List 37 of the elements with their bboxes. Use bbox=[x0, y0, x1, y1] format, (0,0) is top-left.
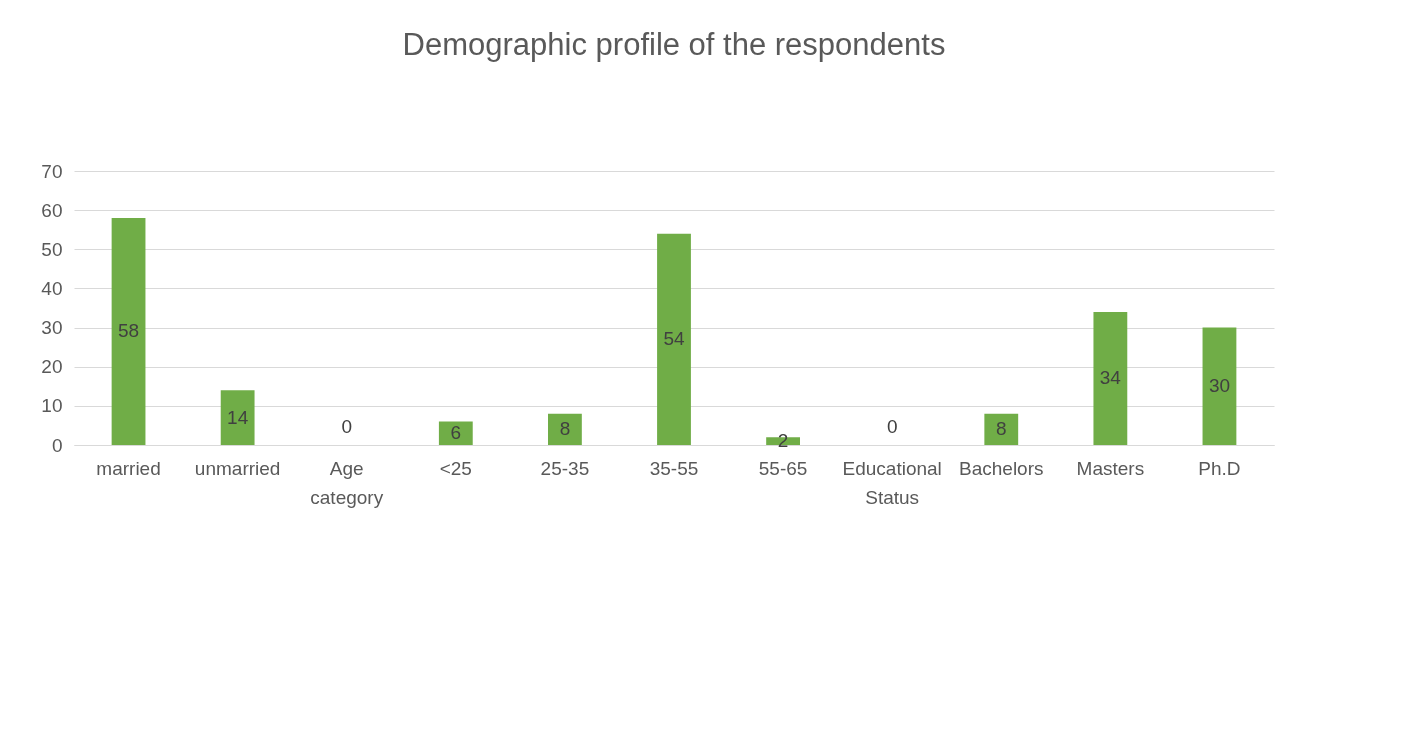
x-tick-label: Educational Status bbox=[842, 457, 942, 508]
bar bbox=[111, 217, 146, 445]
x-tick-label: 25-35 bbox=[540, 457, 590, 479]
x-tick-label: Bachelors bbox=[959, 457, 1044, 479]
x-tick-label: Ph.D bbox=[1198, 457, 1241, 479]
x-tick-label: Age category bbox=[310, 457, 384, 508]
data-label: 58 bbox=[117, 320, 140, 342]
bar bbox=[220, 390, 255, 445]
chart-title: Demographic profile of the respondents bbox=[402, 27, 946, 62]
x-tick-label: 55-65 bbox=[758, 457, 808, 479]
x-tick-label: <25 bbox=[439, 457, 472, 479]
x-tick-label: 35-55 bbox=[649, 457, 699, 479]
data-label: 6 bbox=[450, 422, 462, 444]
data-label: 14 bbox=[227, 406, 249, 428]
y-tick-label: 0 bbox=[51, 434, 63, 456]
y-tick-label: 70 bbox=[41, 160, 63, 182]
bar bbox=[657, 233, 691, 445]
x-tick-label: Masters bbox=[1076, 457, 1145, 479]
x-tick-label: married bbox=[96, 457, 161, 479]
y-tick-label: 60 bbox=[41, 199, 63, 221]
y-tick-label: 10 bbox=[41, 395, 63, 417]
data-label: 0 bbox=[886, 416, 898, 437]
y-tick-label: 20 bbox=[41, 356, 63, 378]
data-label: 30 bbox=[1208, 375, 1231, 397]
data-label: 8 bbox=[995, 418, 1007, 440]
bar bbox=[984, 413, 1019, 445]
data-label: 54 bbox=[663, 328, 685, 350]
data-label: 8 bbox=[559, 418, 571, 440]
x-tick-label: unmarried bbox=[194, 457, 281, 479]
bar bbox=[1202, 327, 1237, 445]
data-label: 34 bbox=[1099, 367, 1122, 389]
bar bbox=[1093, 311, 1128, 445]
y-tick-label: 40 bbox=[41, 277, 63, 299]
data-label: 0 bbox=[341, 416, 353, 437]
y-tick-label: 50 bbox=[41, 238, 63, 260]
bar bbox=[548, 413, 582, 445]
y-tick-label: 30 bbox=[41, 317, 63, 339]
